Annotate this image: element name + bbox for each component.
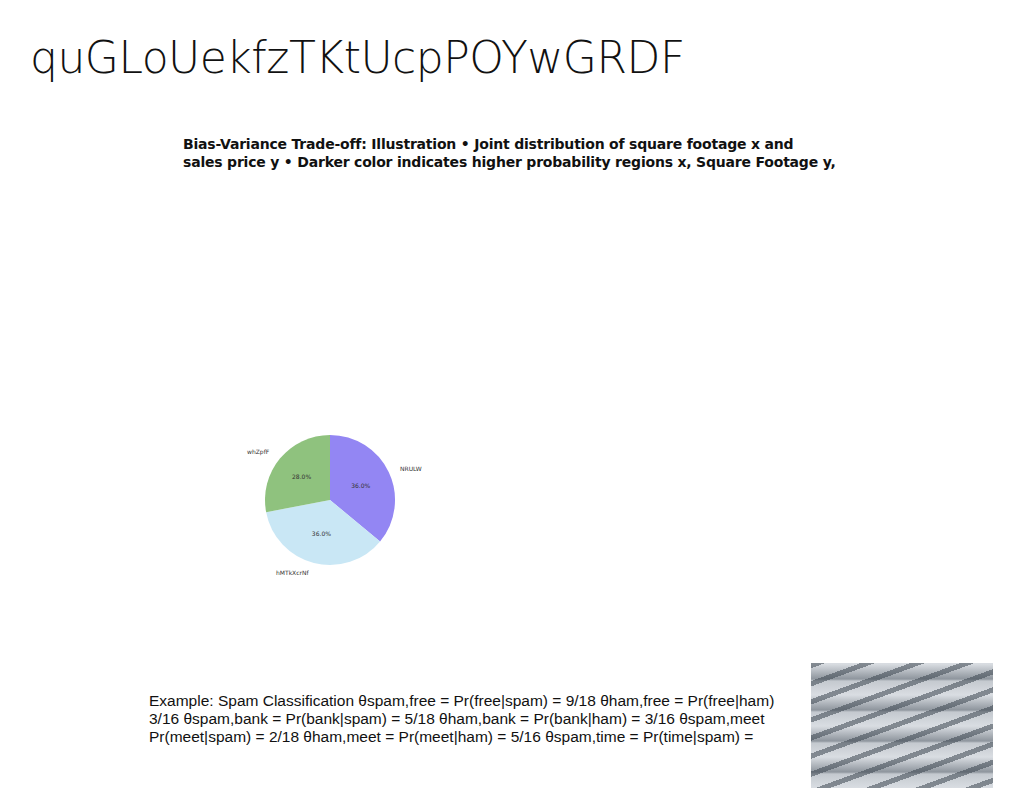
svg-text:36.0%: 36.0% [312,530,331,537]
svg-text:36.0%: 36.0% [351,482,370,489]
html-text:sales price y • Darker color i: sales price y • Darker color indicates h… [183,154,836,170]
svg-text:28.0%: 28.0% [292,473,311,480]
svg-text:whZpfF: whZpfF [247,448,270,456]
html-text:Bias-Variance Trade-off: Illus: Bias-Variance Trade-off: Illustration • … [183,136,794,152]
svg-text:hMTkXcrNf: hMTkXcrNf [276,569,309,576]
html-text:quGLoUekfzTKtUcpPOYwGRDF: quGLoUekfzTKtUcpPOYwGRDF [30,32,685,83]
svg-text:NRULW: NRULW [400,465,422,472]
html-text:Pr(meet|spam) = 2/18 θham,meet: Pr(meet|spam) = 2/18 θham,meet = Pr(meet… [149,728,754,745]
html-text:Example: Spam Classification θ: Example: Spam Classification θspam,free … [149,692,775,709]
html-text:3/16 θspam,bank = Pr(bank|spam: 3/16 θspam,bank = Pr(bank|spam) = 5/18 θ… [149,710,765,727]
